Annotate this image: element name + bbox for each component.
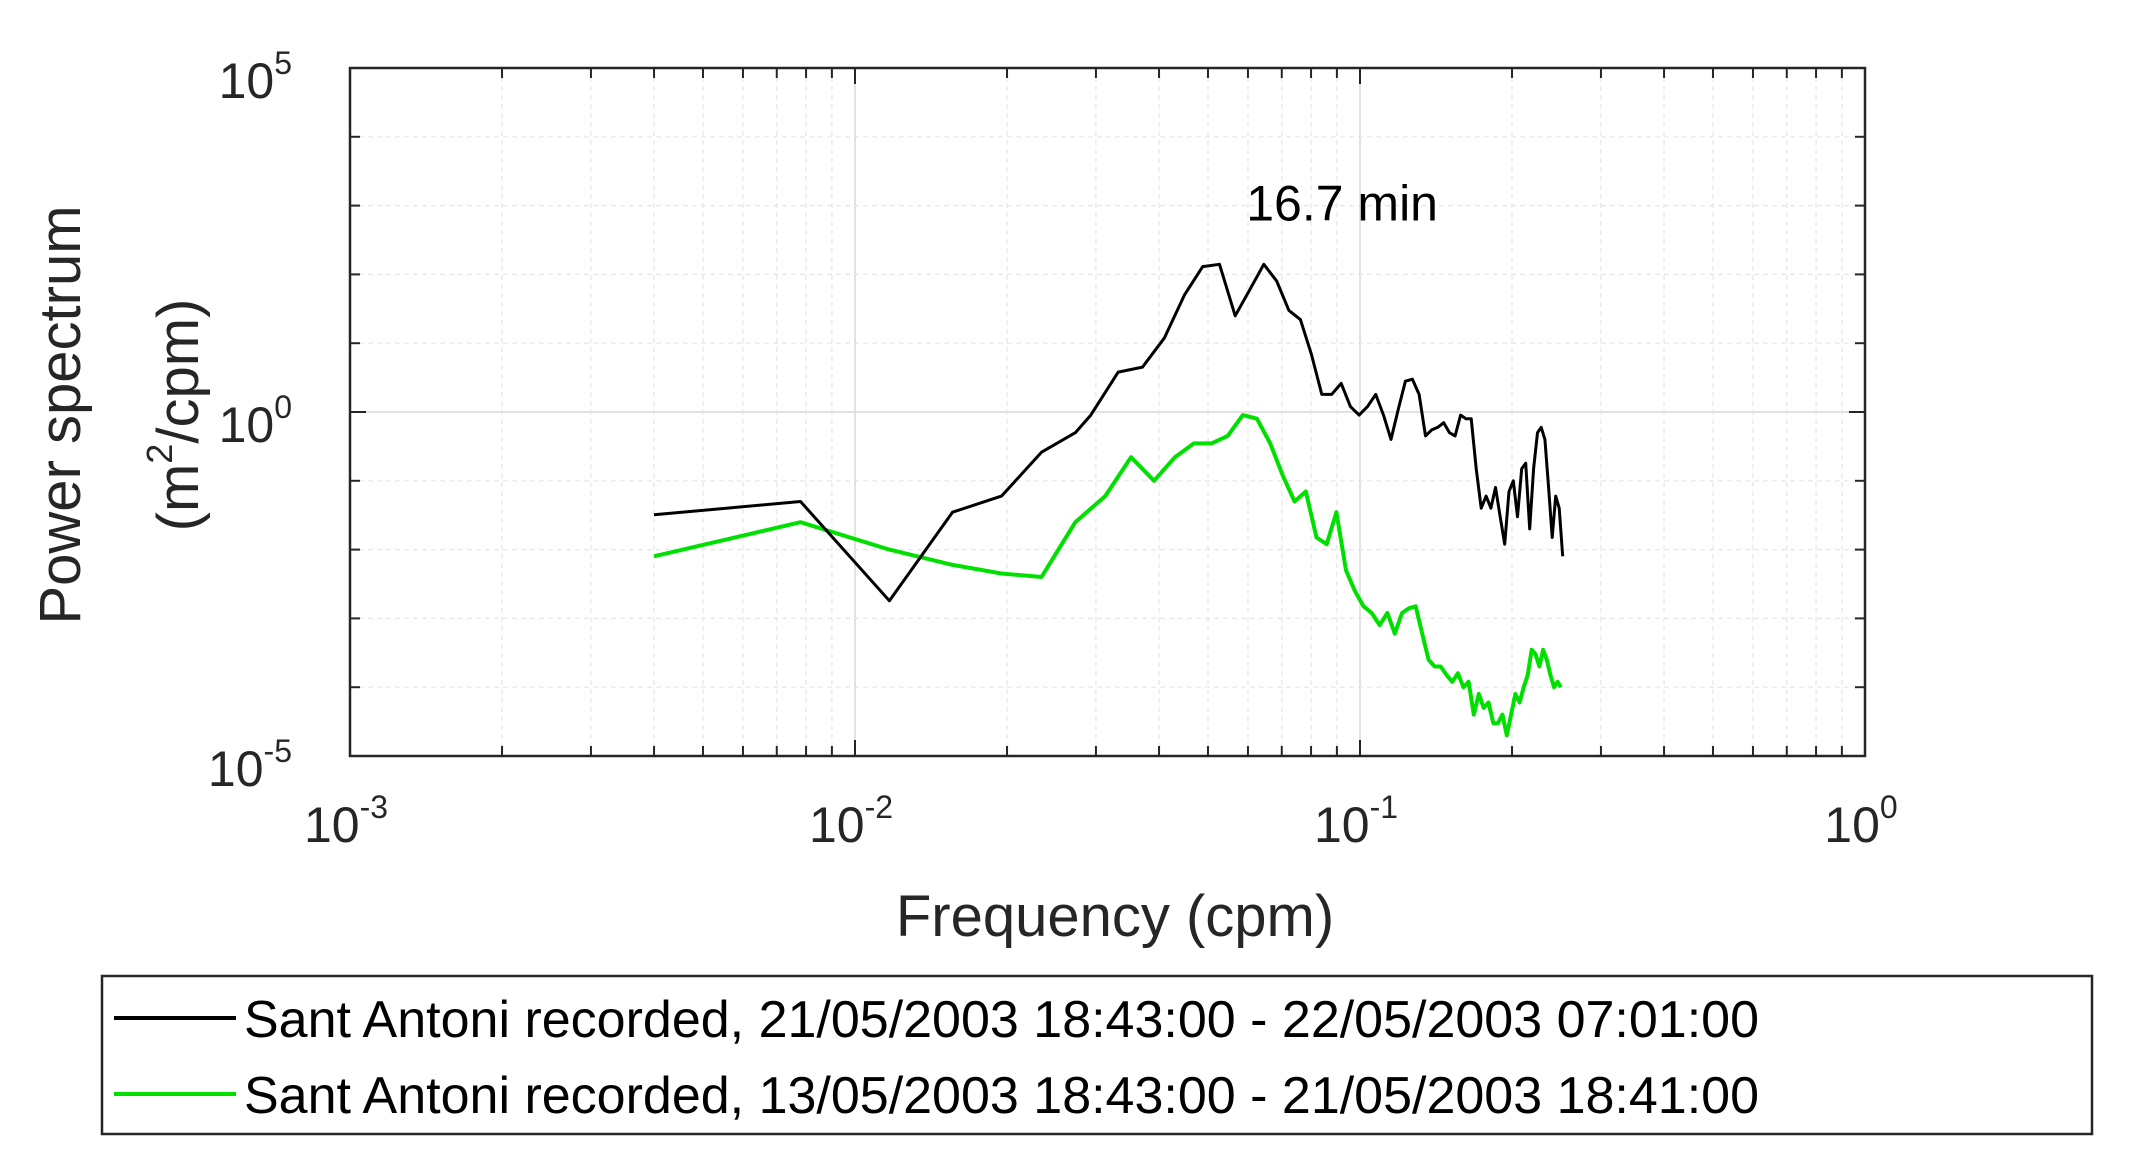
y-axis-title: Power spectrum (m2/cpm): [28, 205, 211, 624]
series-line-black: [653, 262, 1565, 603]
y-tick-label: 105: [219, 45, 292, 109]
series-lines: [653, 262, 1565, 738]
peak-annotation: 16.7 min: [1246, 176, 1438, 232]
legend-box: [100, 974, 2094, 1136]
x-tick-label: 100: [1824, 789, 1897, 853]
y-axis-title-pre: (m: [146, 464, 211, 532]
y-tick-label: 100: [219, 389, 292, 453]
legend: Sant Antoni recorded, 21/05/2003 18:43:0…: [100, 974, 2094, 1136]
legend-entry-1: Sant Antoni recorded, 21/05/2003 18:43:0…: [244, 991, 1759, 1049]
x-tick-label: 10-1: [1314, 789, 1398, 853]
y-axis-title-post: /cpm): [146, 299, 211, 444]
y-tick-label: 10-5: [208, 733, 292, 797]
x-tick-labels: 10-3 10-2 10-1 100: [304, 789, 1898, 853]
axis-ticks: [349, 67, 1866, 757]
x-tick-label: 10-3: [304, 789, 388, 853]
x-axis-title: Frequency (cpm): [896, 884, 1334, 949]
y-tick-labels: 10-5 100 105: [208, 45, 292, 797]
y-axis-title-line1: Power spectrum: [28, 205, 93, 624]
x-tick-label: 10-2: [809, 789, 893, 853]
y-axis-title-sup: 2: [139, 444, 180, 464]
legend-entry-2: Sant Antoni recorded, 13/05/2003 18:43:0…: [244, 1067, 1759, 1125]
y-axis-title-line2: (m2/cpm): [139, 299, 211, 532]
series-line-green: [653, 413, 1563, 738]
